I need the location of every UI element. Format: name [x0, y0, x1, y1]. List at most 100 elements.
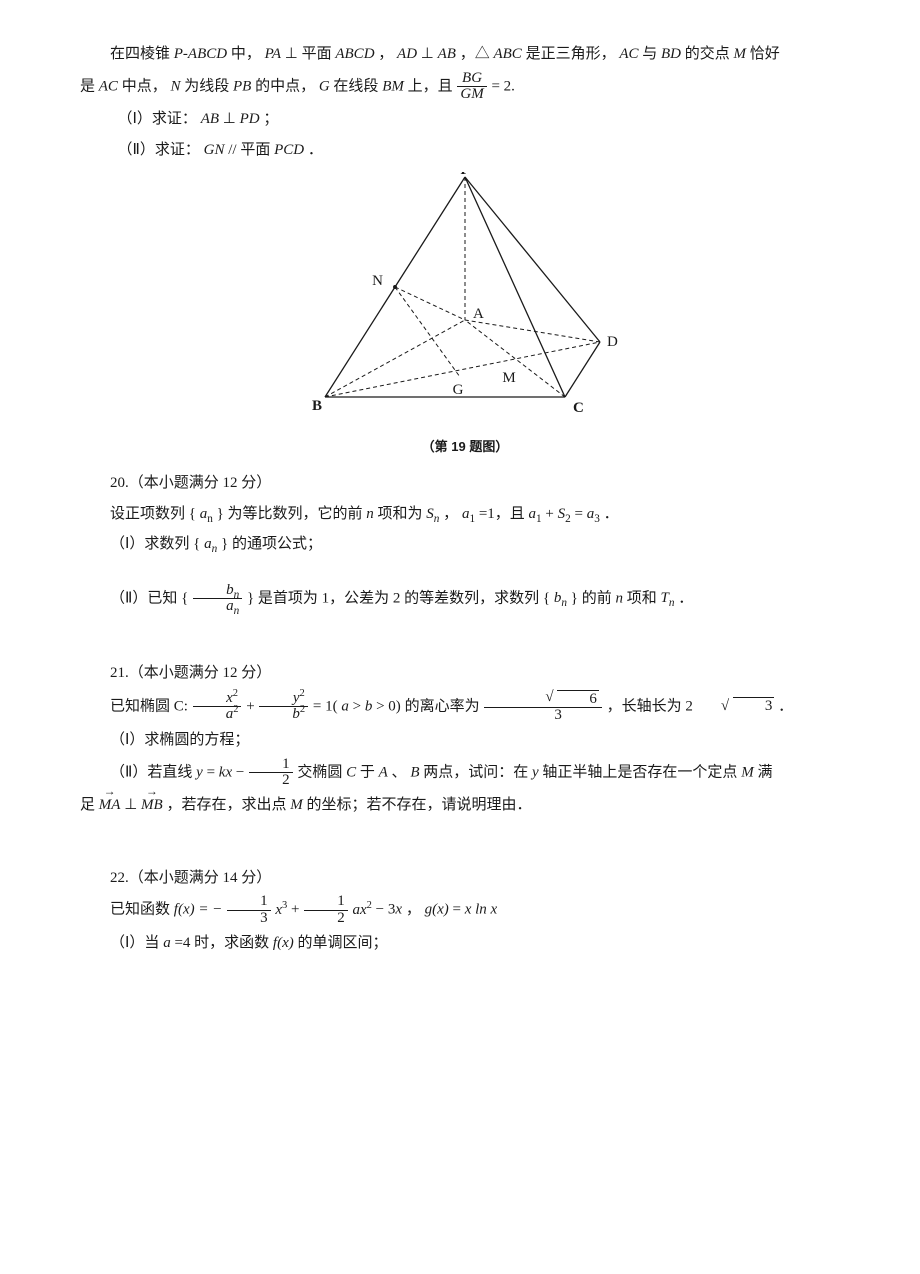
t: 已知椭圆 C: — [110, 698, 192, 714]
num: BG — [457, 71, 486, 87]
q21-part1: （Ⅰ）求椭圆的方程； — [80, 726, 850, 755]
den: 3 — [227, 910, 271, 927]
t: 的中点， — [255, 78, 315, 94]
t: 交椭圆 — [297, 764, 346, 780]
num: bn — [193, 583, 242, 599]
plus: + — [291, 902, 303, 918]
t: − — [236, 764, 248, 780]
sym: a1 — [529, 506, 542, 522]
t: } 的通项公式； — [221, 536, 322, 552]
t: 、 — [392, 764, 407, 780]
t: （Ⅱ）若直线 — [110, 764, 196, 780]
sym: a1 — [462, 506, 475, 522]
t: 为线段 — [184, 78, 233, 94]
sym: PCD — [274, 142, 304, 158]
sym-perp: ⊥ — [285, 46, 298, 62]
t: ，若存在，求出点 — [166, 797, 290, 813]
q21-stem: 已知椭圆 C: x2 a2 + y2 b2 = 1( a > b > 0) 的离… — [80, 690, 850, 725]
t: + — [545, 506, 557, 522]
t: > 0) — [376, 698, 401, 714]
sym: y — [532, 764, 539, 780]
den: 2 — [249, 772, 293, 789]
t: 满 — [757, 764, 772, 780]
q22-part1: （Ⅰ）当 a =4 时，求函数 f(x) 的单调区间； — [80, 929, 850, 958]
num: 1 — [227, 894, 271, 910]
q19-figure: P N A D B G M C — [80, 172, 850, 433]
sym: AC — [619, 46, 638, 62]
den: a2 — [193, 706, 242, 723]
sym: BD — [661, 46, 681, 62]
sym: n — [615, 590, 623, 606]
t: 项和为 — [378, 506, 427, 522]
t: − 3 — [376, 902, 396, 918]
q20-head: 20.（本小题满分 12 分） — [80, 469, 850, 498]
t: 的交点 — [685, 46, 734, 62]
t: 是正三角形， — [526, 46, 616, 62]
sym-perp: ⊥ — [124, 797, 141, 813]
q19-stem-line1: 在四棱锥 P-ABCD 中， PA ⊥ 平面 ABCD ， AD ⊥ AB ，△… — [80, 40, 850, 69]
sym: ax2 — [353, 902, 372, 918]
sym: PB — [233, 78, 251, 94]
t: ， — [378, 46, 393, 62]
sym: M — [734, 46, 747, 62]
t: 在四棱锥 — [110, 46, 174, 62]
t: 的离心率为 — [405, 698, 484, 714]
q21-part2-l2: 足 MA ⊥ MB ，若存在，求出点 M 的坐标；若不存在，请说明理由． — [80, 791, 850, 820]
q19-figure-caption: （第 19 题图） — [80, 435, 850, 460]
t: = — [575, 506, 587, 522]
t: （Ⅱ）求证： — [118, 142, 200, 158]
t: ． — [604, 506, 619, 522]
t: 已知函数 — [110, 902, 174, 918]
t: ． — [678, 590, 693, 606]
t: =4 时，求函数 — [174, 935, 272, 951]
t: （Ⅰ）求数列 { — [110, 536, 200, 552]
lbl-b: B — [312, 398, 322, 414]
sym: y — [196, 764, 203, 780]
sym: M — [741, 764, 754, 780]
q19-stem-line2: 是 AC 中点， N 为线段 PB 的中点， G 在线段 BM 上，且 BG G… — [80, 71, 850, 104]
sym: M — [290, 797, 303, 813]
t: 项和 — [627, 590, 661, 606]
sqrt3: 3 — [693, 692, 775, 721]
sym-perp: ⊥ — [223, 111, 236, 127]
t: 轴正半轴上是否存在一个定点 — [542, 764, 741, 780]
t: =1，且 — [479, 506, 529, 522]
lbl-m: M — [502, 370, 515, 386]
frac-bg-gm: BG GM — [457, 71, 486, 104]
sym: a — [163, 935, 171, 951]
t: ，△ — [460, 46, 490, 62]
q21-part2-l1: （Ⅱ）若直线 y = kx − 1 2 交椭圆 C 于 A 、 B 两点，试问：… — [80, 757, 850, 790]
lbl-g: G — [453, 382, 464, 398]
q19-part2: （Ⅱ）求证： GN // 平面 PCD ． — [80, 136, 850, 165]
sym: Tn — [660, 590, 674, 606]
frac-half: 1 2 — [249, 757, 293, 790]
t: // 平面 — [228, 142, 274, 158]
lbl-n: N — [372, 273, 383, 289]
sym: C — [346, 764, 356, 780]
sym: B — [410, 764, 419, 780]
eq: = 2. — [491, 78, 514, 94]
sym: a3 — [587, 506, 600, 522]
den: GM — [457, 86, 486, 103]
sym: f(x) — [273, 935, 294, 951]
sym: AD — [397, 46, 417, 62]
frac-ecc: 6 3 — [484, 690, 602, 725]
frac-1-3: 1 3 — [227, 894, 271, 927]
eq: = 1( — [313, 698, 338, 714]
q20-stem: 设正项数列 { an } 为等比数列，它的前 n 项和为 Sn ， a1 =1，… — [80, 500, 850, 529]
sym: GN — [204, 142, 225, 158]
q19-part1: （Ⅰ）求证： AB ⊥ PD ； — [80, 105, 850, 134]
num: 1 — [249, 757, 293, 773]
den: 3 — [484, 707, 602, 724]
t: ． — [778, 698, 793, 714]
sym: ABCD — [335, 46, 374, 62]
t: } 的前 — [571, 590, 616, 606]
t: （Ⅰ）求证： — [118, 111, 197, 127]
t: = — [453, 902, 465, 918]
t: = — [207, 764, 219, 780]
lbl-p: P — [460, 172, 469, 178]
t: ． — [308, 142, 323, 158]
t: 中， — [231, 46, 261, 62]
sym: n — [366, 506, 374, 522]
t: 是 — [80, 78, 99, 94]
